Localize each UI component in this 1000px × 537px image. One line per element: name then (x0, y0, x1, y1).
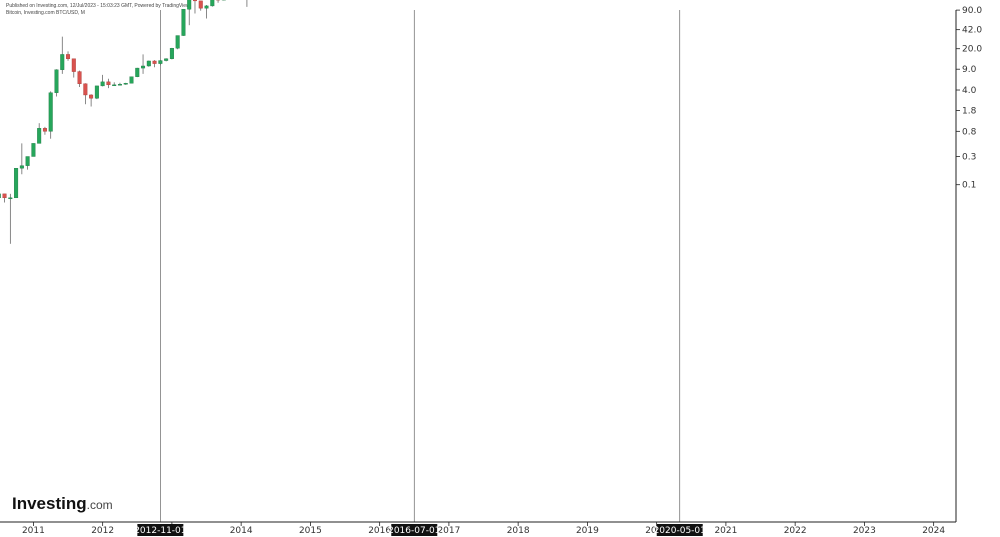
candle (187, 0, 192, 10)
candle (169, 48, 174, 59)
price-tick-label: 0.3 (962, 153, 976, 163)
marker-lines (160, 10, 681, 522)
candle (135, 67, 140, 77)
time-tick-label: 2021 (714, 526, 737, 536)
price-tick-label: 42.0 (962, 26, 982, 36)
time-tick-label: 2011 (22, 526, 45, 536)
candle (37, 128, 42, 144)
price-axis[interactable]: 440000.0200000.090000.042000.020000.0900… (956, 0, 1000, 191)
price-tick-label: 9.0 (962, 65, 977, 75)
candle (31, 143, 36, 157)
candle (94, 85, 99, 99)
candle (106, 81, 111, 86)
symbol-info: Bitcoin, Investing.com BTC/USD, M (6, 10, 85, 16)
candle (123, 83, 128, 85)
candle (25, 156, 30, 166)
price-tick-label: 0.1 (962, 181, 976, 191)
time-tick-label: 2018 (507, 526, 530, 536)
time-axis[interactable]: 2011201220132014201520162017201820192020… (22, 522, 945, 536)
candle (146, 60, 151, 67)
publish-info: Published on Investing.com, 12/Jul/2023 … (6, 3, 190, 9)
candles (0, 0, 248, 244)
candle (89, 94, 94, 99)
candle (158, 60, 163, 64)
candle (129, 76, 134, 84)
marker-date-label: 2020-05-01 (654, 526, 706, 536)
candle (8, 197, 13, 200)
candle (210, 0, 215, 7)
time-tick-label: 2016 (368, 526, 391, 536)
candle (198, 0, 203, 9)
time-tick-label: 2014 (230, 526, 253, 536)
candle (192, 0, 197, 2)
time-tick-label: 2017 (437, 526, 460, 536)
marker-date-label: 2012-11-01 (134, 526, 186, 536)
candle (2, 193, 7, 199)
marker-date-tag (137, 524, 184, 536)
marker-date-tag (391, 524, 438, 536)
marker-date-tag (656, 524, 703, 536)
candle (66, 54, 71, 59)
candle (54, 69, 59, 93)
candle (175, 35, 180, 49)
investing-logo: Investing.com (12, 494, 113, 514)
candle (14, 168, 19, 199)
time-tick-label: 2012 (91, 526, 114, 536)
candle (112, 84, 117, 87)
candle (152, 60, 157, 64)
logo-suffix: .com (86, 498, 113, 512)
candle (60, 54, 65, 70)
price-tick-label: 20.0 (962, 45, 982, 55)
candle (141, 65, 146, 69)
marker-date-label: 2016-07-01 (388, 526, 440, 536)
candle (42, 128, 47, 132)
candle (83, 83, 88, 96)
logo-brand: Investing (12, 494, 87, 513)
price-tick-label: 90.0 (962, 6, 982, 16)
candle (204, 5, 209, 9)
chart-header: Published on Investing.com, 12/Jul/2023 … (6, 3, 190, 17)
price-tick-label: 0.8 (962, 127, 977, 137)
candle (164, 58, 169, 61)
time-tick-label: 2024 (922, 526, 945, 536)
time-tick-label: 2023 (853, 526, 876, 536)
candle (0, 193, 1, 199)
candle (77, 71, 82, 84)
candle (71, 58, 76, 72)
candle (48, 92, 53, 132)
candle (19, 165, 24, 169)
time-tick-label: 2022 (784, 526, 807, 536)
time-tick-label: 2015 (299, 526, 322, 536)
time-tick-label: 2019 (576, 526, 599, 536)
candle (117, 84, 122, 86)
price-tick-label: 1.8 (962, 107, 977, 117)
candle (181, 9, 186, 36)
candle (100, 81, 105, 87)
price-tick-label: 4.0 (962, 86, 977, 96)
